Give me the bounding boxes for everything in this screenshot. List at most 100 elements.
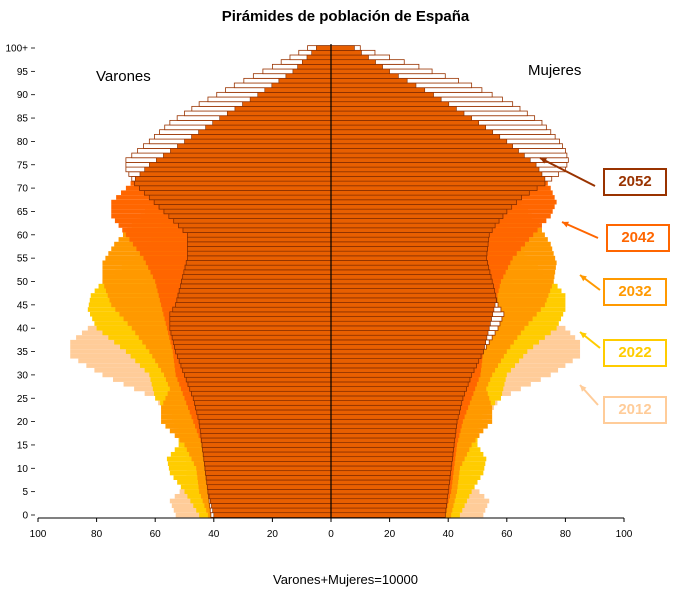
bar-2052-female-inner-20	[330, 418, 458, 425]
bar-2052-male-inner-68	[149, 194, 332, 201]
bar-2052-female-inner-71	[330, 180, 546, 187]
bar-2052-female-inner-35	[330, 348, 484, 355]
bar-2052-female-inner-72	[330, 176, 546, 182]
bar-2052-male-inner-88	[242, 101, 332, 107]
bar-2052-male-inner-13	[202, 451, 332, 457]
bar-2052-male-inner-38	[171, 334, 332, 341]
bar-2052-female-inner-66	[330, 204, 512, 210]
bar-2052-male-inner-23	[195, 404, 332, 411]
y-tick-label-4: 20	[17, 417, 29, 428]
bar-2052-female-inner-1	[330, 507, 447, 513]
bar-2052-female-inner-92	[330, 82, 417, 88]
bar-2052-male-inner-8	[205, 475, 332, 481]
bar-2052-female-inner-97	[330, 59, 376, 65]
x-tick-label-2: 60	[150, 529, 162, 540]
bar-2052-female-inner-13	[330, 451, 454, 457]
y-tick-label-10: 50	[17, 277, 29, 288]
y-tick-label-17: 85	[17, 114, 29, 125]
bar-2052-male-inner-80	[184, 138, 332, 145]
mujeres-label: Mujeres	[528, 62, 582, 79]
bar-2052-female-inner-67	[330, 199, 517, 205]
axes: 100 80 60 40 20 0 20 40 60 80 10005101520253035404…	[5, 44, 632, 541]
bar-2052-male-inner-83	[205, 124, 332, 131]
bar-2052-female-inner-33	[330, 358, 479, 364]
bar-2052-female-inner-26	[330, 390, 465, 397]
y-tick-label-19: 95	[17, 67, 29, 78]
bar-2052-male-inner-15	[201, 442, 332, 448]
bar-2052-male-inner-28	[187, 381, 332, 387]
y-tick-label-12: 60	[17, 230, 29, 241]
bar-2052-male-inner-25	[192, 395, 332, 401]
x-tick-label-8: 60	[501, 529, 513, 540]
bar-2052-male-inner-11	[204, 460, 332, 467]
x-tick-label-1: 80	[91, 529, 103, 540]
y-tick-label-8: 40	[17, 324, 29, 335]
bar-2052-male-inner-35	[175, 348, 332, 355]
bar-2052-female-inner-24	[330, 400, 462, 406]
year-label-2042: 2042	[606, 224, 670, 252]
bar-2052-male-inner-12	[203, 456, 332, 462]
bar-2052-female-inner-22	[330, 409, 460, 415]
bar-2052-male-inner-65	[163, 208, 332, 215]
bar-2052-male-inner-34	[177, 353, 332, 359]
bar-2052-female-inner-88	[330, 101, 450, 107]
bar-2052-female-inner-94	[330, 73, 399, 79]
bar-2052-male-inner-92	[271, 82, 332, 88]
bar-2052-male-inner-7	[206, 479, 332, 485]
bar-2052-male-inner-37	[173, 339, 332, 345]
bar-2052-male-inner-58	[187, 241, 332, 247]
bar-2052-male-inner-31	[182, 367, 332, 373]
y-tick-label-5: 25	[17, 394, 29, 405]
callout-arrow-2052	[539, 157, 596, 187]
bar-2052-female-inner-82	[330, 129, 494, 135]
y-tick-label-6: 30	[17, 370, 29, 381]
bar-2052-female-inner-53	[330, 264, 489, 271]
bar-2052-female-inner-39	[330, 330, 489, 336]
bar-2052-male-inner-53	[184, 264, 332, 271]
bar-2052-male-inner-14	[202, 446, 332, 453]
bar-2052-male-inner-46	[176, 297, 332, 303]
bar-2052-female-inner-44	[330, 306, 495, 313]
bar-2052-female-inner-89	[330, 96, 442, 103]
bar-2052-male-inner-19	[199, 423, 332, 429]
bar-2052-male-inner-24	[194, 400, 332, 406]
bar-2052-male-inner-22	[196, 409, 332, 415]
bar-2052-male-inner-36	[174, 344, 332, 350]
bar-2052-male-inner-6	[207, 484, 332, 490]
pyramid-layers	[70, 45, 581, 518]
bar-2052-female-inner-68	[330, 194, 522, 201]
bar-2052-female-inner-12	[330, 456, 453, 462]
bar-2052-female-inner-45	[330, 302, 496, 308]
bar-2052-male-inner-3	[209, 498, 332, 504]
bar-2052-female-inner-28	[330, 381, 469, 387]
y-tick-label-9: 45	[17, 300, 29, 311]
bar-2052-female-inner-69	[330, 190, 530, 196]
y-tick-label-14: 70	[17, 184, 29, 195]
x-tick-label-9: 80	[560, 529, 572, 540]
bar-2052-female-inner-19	[330, 423, 457, 429]
bar-2052-male-inner-43	[169, 311, 332, 317]
bar-2052-male-inner-16	[201, 437, 332, 443]
bar-2052-female-inner-93	[330, 78, 408, 84]
bar-2052-male-inner-85	[219, 115, 332, 121]
callout-arrowhead-2032	[580, 275, 587, 282]
bar-2052-male-inner-17	[200, 432, 332, 439]
callout-arrowhead-2042	[562, 221, 569, 228]
bar-2052-male-inner-63	[173, 218, 332, 224]
bar-2052-female-inner-43	[330, 311, 494, 317]
bar-2052-female-inner-63	[330, 218, 500, 224]
varones-label: Varones	[96, 68, 151, 85]
bar-2052-female-inner-47	[330, 292, 496, 299]
bar-2052-male-inner-48	[178, 288, 332, 294]
y-tick-label-3: 15	[17, 440, 29, 451]
x-tick-label-5: 0	[328, 529, 334, 540]
bar-2052-male-inner-2	[211, 503, 332, 509]
bar-2052-female-inner-55	[330, 255, 487, 261]
bar-2052-male-inner-27	[189, 386, 332, 392]
bar-2052-male-inner-93	[278, 78, 332, 84]
bar-2052-female-inner-5	[330, 489, 449, 495]
bar-2052-female-inner-80	[330, 138, 508, 145]
bar-2052-female-inner-16	[330, 437, 455, 443]
bar-2052-female-inner-8	[330, 475, 451, 481]
bar-2052-male-inner-64	[168, 213, 332, 219]
